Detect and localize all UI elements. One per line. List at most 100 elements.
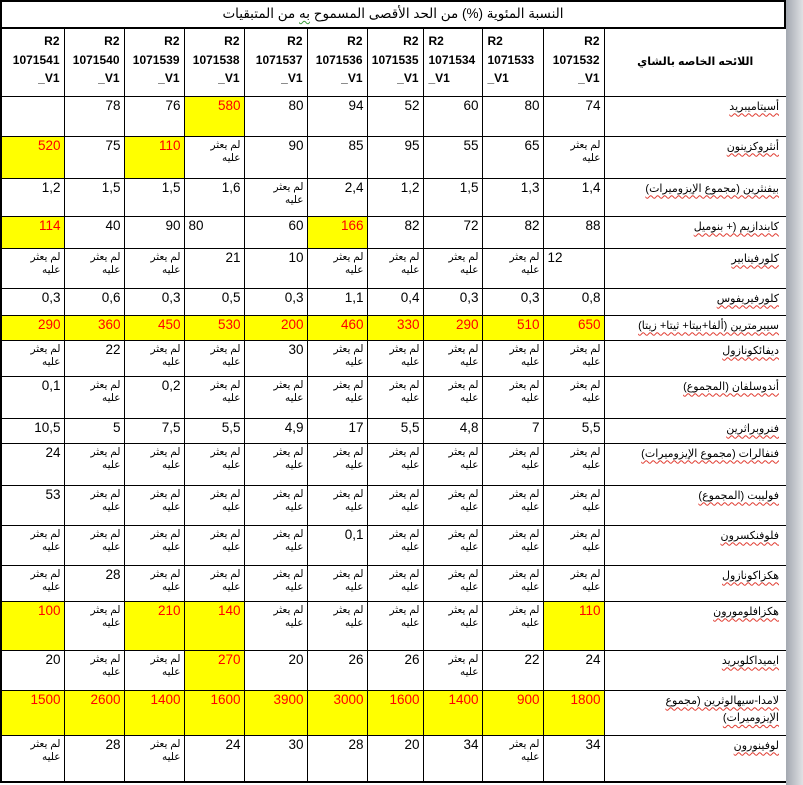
value-cell: 4,9 (243, 417, 308, 444)
value-cell: لم يعثر عليه (366, 442, 424, 486)
value-cell: 1,2 (366, 177, 424, 217)
value-cell: 95 (366, 135, 424, 179)
exceedance-value-cell: 3900 (243, 689, 308, 736)
value-cell: 0,3 (0, 287, 65, 316)
column-header: R2 1071534 _V1 (422, 27, 483, 97)
value-cell: 80 (243, 95, 308, 137)
value-cell: 1,1 (306, 287, 368, 316)
exceedance-value-cell: 330 (366, 314, 424, 341)
substance-label: سيبرمترين (ألفا+بيتا+ ثيتا+ زيتا) (603, 314, 788, 341)
column-header: R2 1071532 _V1 (542, 27, 605, 97)
value-cell: لم يعثر عليه (306, 442, 368, 486)
value-cell: لم يعثر عليه (63, 600, 125, 651)
exceedance-value-cell: 360 (63, 314, 125, 341)
value-cell: 28 (306, 734, 368, 783)
value-cell: 90 (123, 215, 185, 249)
value-cell: 30 (243, 339, 308, 377)
value-cell: لم يعثر عليه (481, 247, 544, 289)
value-cell: 1,3 (481, 177, 544, 217)
value-cell: 1,2 (0, 177, 65, 217)
value-cell: 74 (542, 95, 605, 137)
value-cell: لم يعثر عليه (123, 484, 185, 526)
exceedance-value-cell: 1800 (542, 689, 605, 736)
title-text-post: من المتبقيات (222, 6, 296, 21)
label-column-header: اللائحه الخاصه بالشاي (603, 27, 788, 97)
table-row: 1500 2600 1400 1600 3900 3000 1600 1400 900 1800 ل… (0, 689, 788, 736)
scrollbar-track[interactable] (786, 0, 803, 785)
value-cell: 55 (422, 135, 483, 179)
value-cell: لم يعثر عليه (243, 484, 308, 526)
value-cell: لم يعثر عليه (366, 247, 424, 289)
value-cell: 85 (306, 135, 368, 179)
value-cell: لم يعثر عليه (306, 247, 368, 289)
value-cell: لم يعثر عليه (481, 442, 544, 486)
value-cell: 60 (422, 95, 483, 137)
value-cell: 10 (243, 247, 308, 289)
value-cell: لم يعثر عليه (481, 734, 544, 783)
residues-table: R2 1071541 _V1 R2 1071540 _V1 R2 1071539 _… (0, 27, 788, 783)
value-cell: لم يعثر عليه (422, 247, 483, 289)
value-cell: 0,3 (422, 287, 483, 316)
exceedance-value-cell: 1400 (422, 689, 483, 736)
table-row: 20 لم يعثر عليه لم يعثر عليه 270 20 26 26 لم يع… (0, 649, 788, 691)
value-cell: 26 (366, 649, 424, 691)
exceedance-value-cell: 1600 (183, 689, 245, 736)
value-cell: 34 (542, 734, 605, 783)
value-cell: 24 (183, 734, 245, 783)
value-cell: لم يعثر عليه (243, 375, 308, 419)
value-cell: لم يعثر عليه (183, 135, 245, 179)
title-text-pre: النسبة المئوية (%) من الحد الأقصى المسمو… (313, 6, 564, 21)
value-cell: 5,5 (366, 417, 424, 444)
column-header: R2 1071533 _V1 (481, 27, 544, 97)
value-cell: 1,6 (183, 177, 245, 217)
value-cell: 24 (542, 649, 605, 691)
exceedance-value-cell: 200 (243, 314, 308, 341)
value-cell: 0,3 (243, 287, 308, 316)
column-header: R2 1071541 _V1 (0, 27, 65, 97)
value-cell: 0,6 (63, 287, 125, 316)
value-cell: لم يعثر عليه (0, 524, 65, 566)
substance-label: أنثروكزينون (603, 135, 788, 179)
value-cell: 5 (63, 417, 125, 444)
value-cell: 7 (481, 417, 544, 444)
table-row: 24 لم يعثر عليه لم يعثر عليه لم يعثر عليه لم… (0, 442, 788, 486)
value-cell: لم يعثر عليه (63, 484, 125, 526)
value-cell: لم يعثر عليه (243, 564, 308, 602)
value-cell: لم يعثر عليه (0, 734, 65, 783)
value-cell: لم يعثر عليه (123, 564, 185, 602)
value-cell: لم يعثر عليه (422, 564, 483, 602)
value-cell: 1,4 (542, 177, 605, 217)
exceedance-value-cell: 2600 (63, 689, 125, 736)
value-cell: لم يعثر عليه (0, 339, 65, 377)
value-cell: 0,5 (183, 287, 245, 316)
value-cell: لم يعثر عليه (481, 484, 544, 526)
value-cell: لم يعثر عليه (481, 524, 544, 566)
value-cell: لم يعثر عليه (366, 375, 424, 419)
value-cell: 12 (542, 247, 605, 289)
value-cell: 65 (481, 135, 544, 179)
table-row: 78 76 580 80 94 52 60 80 74 أسيتاميبريد (0, 95, 788, 137)
table-row: لم يعثر عليه 22 لم يعثر عليه لم يعثر عليه 30… (0, 339, 788, 377)
substance-label: فلوفنكسرون (603, 524, 788, 566)
table-title: النسبة المئوية (%) من الحد الأقصى المسمو… (0, 0, 786, 27)
value-cell: لم يعثر عليه (542, 375, 605, 419)
column-header: R2 1071536 _V1 (306, 27, 368, 97)
exceedance-value-cell: 1400 (123, 689, 185, 736)
value-cell: لم يعثر عليه (306, 339, 368, 377)
value-cell: 24 (0, 442, 65, 486)
value-cell: 4,8 (422, 417, 483, 444)
exceedance-value-cell: 114 (0, 215, 65, 249)
value-cell: 7,5 (123, 417, 185, 444)
value-cell: لم يعثر عليه (422, 484, 483, 526)
exceedance-value-cell: 650 (542, 314, 605, 341)
substance-label: ايميداكلوبريد (603, 649, 788, 691)
exceedance-value-cell: 900 (481, 689, 544, 736)
value-cell: 82 (366, 215, 424, 249)
value-cell: 0,8 (542, 287, 605, 316)
column-header: R2 1071537 _V1 (243, 27, 308, 97)
value-cell: 28 (63, 564, 125, 602)
value-cell: لم يعثر عليه (243, 524, 308, 566)
value-cell: 2,4 (306, 177, 368, 217)
table-row: 10,5 5 7,5 5,5 4,9 17 5,5 4,8 7 5,5 فنروبراثرين (0, 417, 788, 444)
value-cell: لم يعثر عليه (481, 564, 544, 602)
